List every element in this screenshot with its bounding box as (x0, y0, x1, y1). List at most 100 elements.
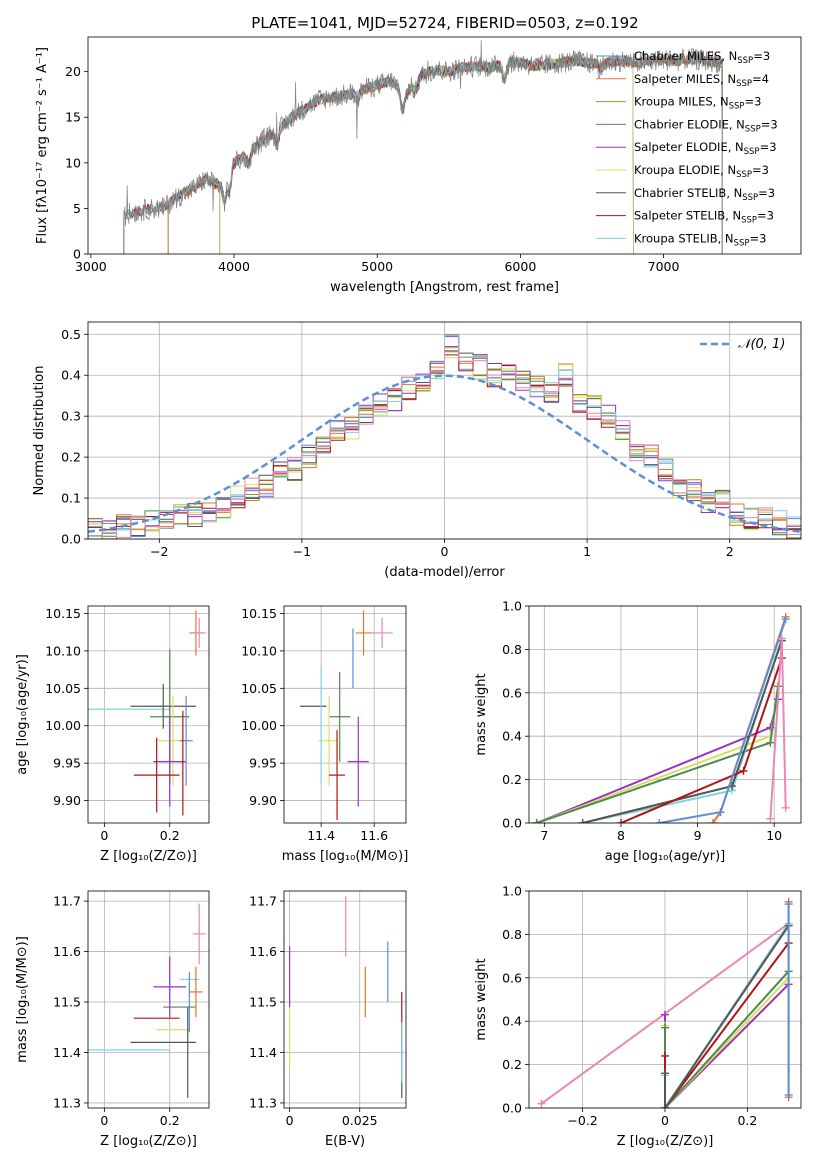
legend-value: =3 (761, 117, 778, 131)
model-spectrum-line (123, 53, 723, 254)
y-tick-label: 20 (65, 64, 81, 79)
x-tick-label: 8 (617, 828, 625, 843)
axes-frame (528, 890, 802, 1109)
legend-subscript: SSP (742, 193, 758, 203)
spectrum-panel: 3000 4000 5000 6000 7000 0 5 10 15 20 wavelength [… (35, 36, 802, 295)
model-spectrum-line (123, 53, 723, 254)
axes-frame (87, 36, 802, 255)
x-tick-label: 0.2 (160, 828, 180, 843)
weight-marker (661, 1104, 669, 1108)
y-tick-label: 1.0 (502, 599, 522, 614)
y-tick-label: 0.8 (502, 642, 522, 657)
plot-area (532, 612, 790, 823)
x-tick-label: 5000 (361, 259, 393, 274)
legend-value: =3 (757, 209, 774, 223)
plot-area (88, 610, 206, 816)
y-axis-label: mass weight (474, 673, 489, 755)
legend-label: Chabrier MILES, NSSP=3 (634, 49, 770, 66)
y-tick-label: 0.0 (502, 1101, 522, 1116)
legend-n: , N (721, 49, 737, 63)
legend-subscript: SSP (729, 102, 745, 112)
legend-subscript: SSP (737, 56, 753, 66)
weight-marker (781, 803, 790, 812)
x-axis-label: Z [log₁₀(Z/Z⊙)] (100, 849, 197, 864)
y-tick-label: 10.00 (45, 718, 81, 733)
residual-histogram (88, 347, 801, 539)
legend-n: , N (713, 95, 729, 109)
y-tick-label: 11.5 (249, 995, 277, 1010)
y-axis-label: Normed distribution (32, 366, 47, 496)
weight-marker (661, 1069, 669, 1078)
y-tick-label: 0.6 (502, 685, 522, 700)
weight-line (664, 970, 790, 1108)
legend-subscript: SSP (741, 216, 757, 226)
x-tick-label: 9 (694, 828, 702, 843)
model-spectrum-line (219, 55, 634, 254)
x-tick-label: 0 (441, 544, 449, 559)
y-tick-label: 0.0 (502, 816, 522, 831)
observed-spectrum-line (123, 39, 721, 254)
x-tick-label: 10 (766, 828, 782, 843)
y-tick-label: 0.2 (61, 450, 81, 465)
y-tick-label: 10.10 (45, 643, 81, 658)
x-axis-label: Z [log₁₀(Z/Z⊙)] (617, 1134, 714, 1149)
y-tick-label: 0.8 (502, 927, 522, 942)
y-axis-label: age [log₁₀(age/yr)] (15, 654, 30, 775)
legend-subscript: SSP (744, 147, 760, 157)
legend-subscript: SSP (736, 79, 752, 89)
y-tick-label: 0 (73, 247, 81, 262)
y-tick-label: 9.90 (53, 793, 81, 808)
weight-marker (716, 808, 725, 817)
legend-label: Chabrier ELODIE, NSSP=3 (634, 117, 778, 134)
weight-marker (661, 1051, 669, 1060)
y-tick-label: 11.6 (249, 944, 277, 959)
weight-marker (578, 819, 587, 823)
legend-n: , N (720, 72, 736, 86)
y-tick-label: 9.95 (53, 756, 81, 771)
x-tick-label: 0 (100, 1113, 108, 1128)
x-tick-label: 7 (540, 828, 548, 843)
axes-frame (87, 321, 802, 540)
y-tick-label: 11.7 (53, 894, 81, 909)
weight-vs-age-panel: 7 8 9 10 0.0 0.2 0.4 0.6 0.8 1.0 age [log₁₀(age/yr… (474, 599, 802, 864)
weight-marker (708, 819, 717, 823)
x-tick-label: 0 (286, 1113, 294, 1128)
legend-n: , N (718, 231, 734, 245)
legend-value: =3 (744, 95, 761, 109)
y-tick-label: 9.90 (249, 793, 277, 808)
legend-series-name: Chabrier ELODIE (634, 117, 729, 131)
y-tick-label: 9.95 (249, 756, 277, 771)
y-tick-label: 0.2 (502, 1057, 522, 1072)
weight-marker (661, 1010, 669, 1019)
x-axis-label: age [log₁₀(age/yr)] (605, 849, 726, 864)
x-axis-label: mass [log₁₀(M/M⊙)] (282, 849, 409, 864)
legend-subscript: SSP (734, 238, 750, 248)
y-tick-label: 11.4 (53, 1045, 81, 1060)
axes-frame (87, 605, 210, 824)
y-tick-label: 0.3 (61, 409, 81, 424)
plot-area (88, 903, 206, 1098)
x-tick-label: 1 (583, 544, 591, 559)
legend-value: =3 (752, 163, 769, 177)
legend-value: =3 (753, 49, 770, 63)
weight-vs-metallicity-panel: −0.2 0 0.2 0.0 0.2 0.4 0.6 0.8 1.0 Z [log₁₀(Z/Z⊙)… (474, 884, 802, 1149)
y-tick-label: 11.4 (249, 1045, 277, 1060)
y-tick-label: 5 (73, 201, 81, 216)
legend-series-name: Kroupa ELODIE (634, 163, 720, 177)
plot-area (537, 897, 793, 1108)
y-tick-label: 0.5 (61, 327, 81, 342)
model-spectrum-line (219, 55, 634, 254)
y-tick-label: 11.3 (249, 1095, 277, 1110)
x-axis-label: wavelength [Angstrom, rest frame] (330, 280, 559, 295)
age-vs-metallicity-panel: 0 0.2 9.90 9.95 10.00 10.05 10.10 10.15 Z [log₁₀… (15, 605, 210, 864)
x-tick-label: 7000 (648, 259, 680, 274)
y-tick-label: 10.00 (241, 718, 277, 733)
legend-series-name: Salpeter MILES (634, 72, 720, 86)
model-spectrum-line (219, 55, 634, 254)
axes-frame (283, 605, 407, 824)
weight-marker (739, 766, 748, 775)
weight-marker (661, 1023, 669, 1032)
x-tick-label: −0.2 (567, 1113, 597, 1128)
gaussian-curve (88, 374, 801, 534)
x-axis-label: Z [log₁₀(Z/Z⊙)] (100, 1134, 197, 1149)
